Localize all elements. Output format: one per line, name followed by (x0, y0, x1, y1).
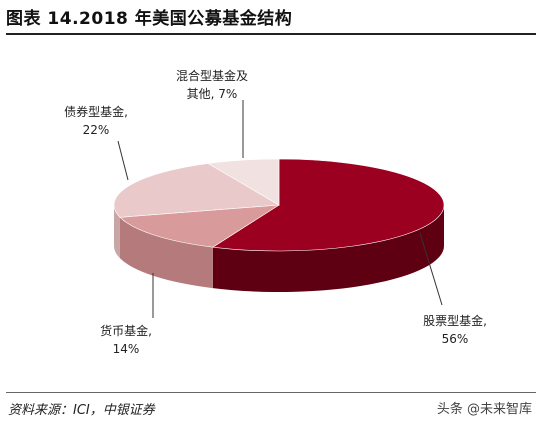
slice-label-money: 货币基金, (100, 323, 152, 338)
pie-side-money (119, 217, 213, 289)
pie-chart: 股票型基金, 56% 货币基金, 14% 债券型基金, 22% 混合型基金及 其… (64, 68, 487, 356)
pie-slice-money (119, 204, 280, 248)
pie-tops (113, 158, 445, 252)
pie-slice-other (207, 158, 280, 206)
leader-line-bond (117, 140, 129, 181)
pie-side-bond (114, 205, 120, 259)
slice-label-bond: 债券型基金, (64, 104, 128, 119)
pie-side-stock (212, 205, 444, 292)
pie-sides (114, 205, 444, 292)
source-note: 资料来源：ICI，中银证券 (8, 403, 155, 418)
slice-label-other-line1: 混合型基金及 (176, 68, 248, 83)
page-title: 图表 14.2018 年美国公募基金结构 (6, 9, 293, 29)
pie-slice-bond (113, 163, 280, 218)
slice-value-stock: 56% (442, 332, 469, 346)
watermark: 头条 @未来智库 (436, 402, 532, 417)
leader-lines (117, 100, 443, 318)
slice-value-bond: 22% (83, 123, 110, 137)
pie-slice-stock (211, 158, 445, 252)
leader-line-stock (419, 232, 443, 306)
footer-divider (6, 392, 536, 393)
slice-label-stock: 股票型基金, (423, 313, 487, 328)
slice-value-money: 14% (113, 342, 140, 356)
title-divider (6, 33, 536, 35)
slice-labels: 股票型基金, 56% 货币基金, 14% 债券型基金, 22% 混合型基金及 其… (64, 68, 487, 356)
slice-label-other-line2: 其他, 7% (187, 87, 238, 101)
